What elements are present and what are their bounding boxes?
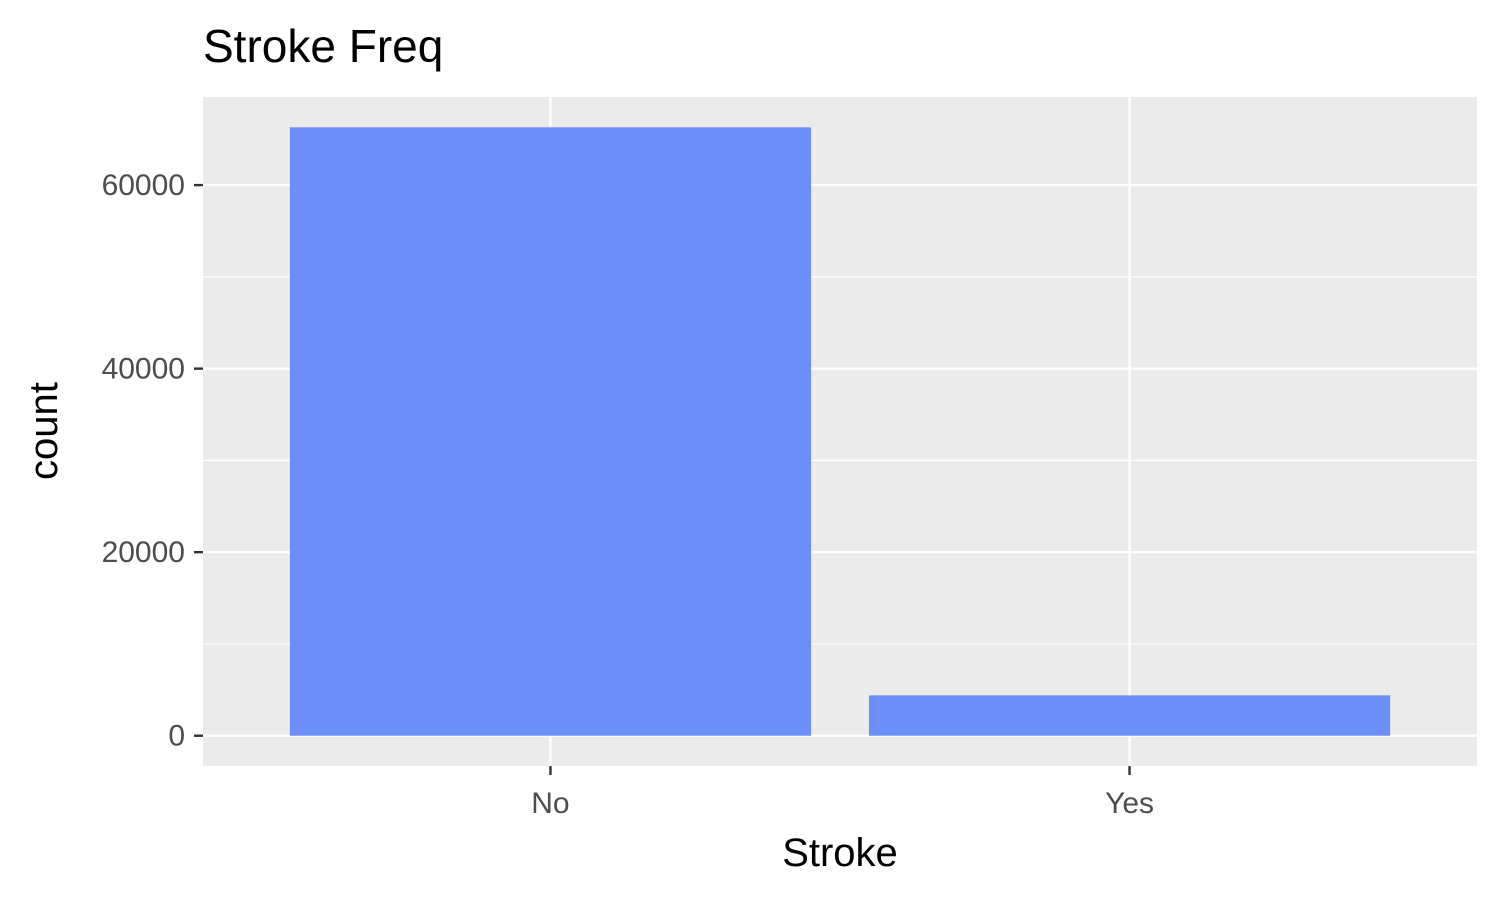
bars (289, 127, 1391, 736)
x-axis-title: Stroke (782, 831, 898, 875)
y-axis: 0 20000 40000 60000 (102, 169, 203, 753)
bar-yes (868, 695, 1391, 736)
y-tick-label: 60000 (102, 169, 185, 202)
bar-no (289, 127, 812, 736)
y-tick-label: 20000 (102, 536, 185, 569)
x-tick-label: Yes (1105, 787, 1154, 820)
y-tick-label: 40000 (102, 353, 185, 386)
y-axis-title: count (22, 382, 66, 480)
x-axis: No Yes (531, 766, 1154, 820)
chart-title: Stroke Freq (203, 20, 443, 72)
x-tick-label: No (531, 787, 569, 820)
y-tick-label: 0 (168, 720, 185, 753)
